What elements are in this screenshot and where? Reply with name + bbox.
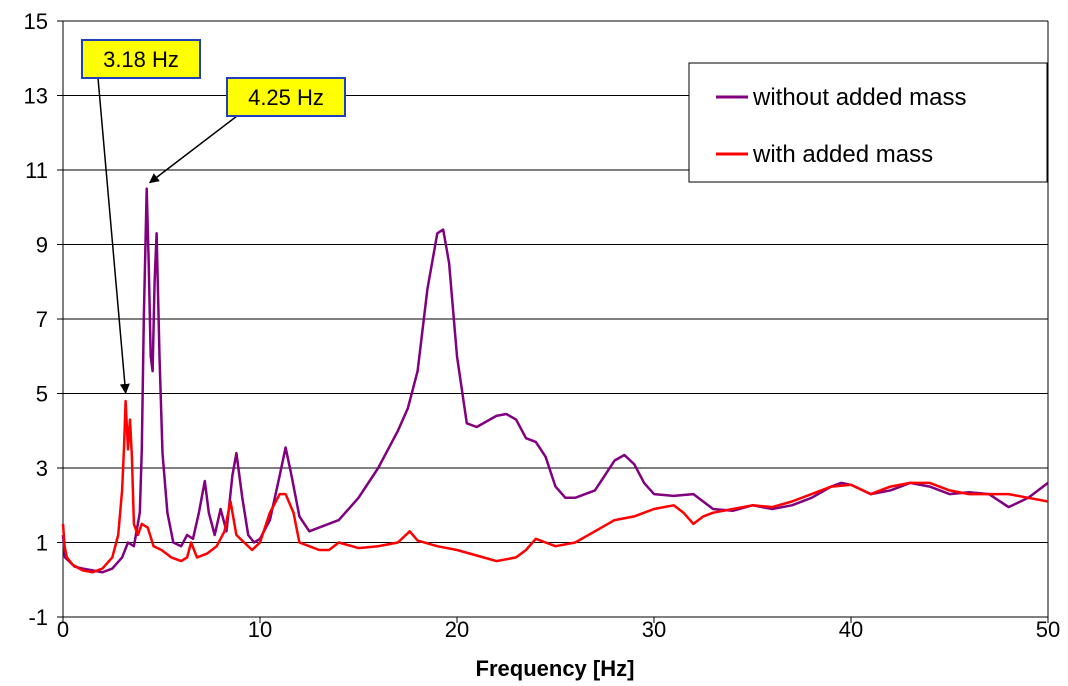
y-tick-label: 13 (24, 84, 48, 109)
x-tick-label: 20 (445, 617, 469, 642)
x-axis-label: Frequency [Hz] (476, 656, 635, 681)
x-tick-labels: 0 10 20 30 40 50 (57, 617, 1060, 642)
x-tick-label: 30 (642, 617, 666, 642)
y-tick-label: 1 (36, 531, 48, 556)
series-line-without-added-mass (61, 187, 1049, 574)
x-tick-label: 40 (839, 617, 863, 642)
annotation-label: 4.25 Hz (248, 85, 324, 110)
annotation-arrow (148, 115, 238, 184)
legend-label: without added mass (752, 84, 966, 111)
annotation-box (226, 77, 346, 117)
legend-box (688, 62, 1048, 183)
annotation-box (81, 39, 201, 79)
annotation-label: 3.18 Hz (103, 47, 179, 72)
series-lines (61, 187, 1049, 574)
y-tick-label: -1 (28, 605, 48, 630)
series-line-with-added-mass (61, 399, 1049, 574)
x-tick-label: 50 (1036, 617, 1060, 642)
x-tick-label: 0 (57, 617, 69, 642)
y-tick-label: 11 (25, 158, 48, 183)
legend: without added mass with added mass (688, 62, 1048, 183)
annotation-arrow (97, 77, 130, 394)
y-tick-label: 15 (24, 9, 48, 34)
legend-label: with added mass (752, 141, 933, 168)
y-tick-label: 7 (36, 307, 48, 332)
y-tick-label: 3 (36, 456, 48, 481)
annotations: 3.18 Hz 4.25 Hz (81, 39, 346, 394)
x-tick-label: 10 (248, 617, 272, 642)
y-tick-label: 9 (36, 233, 48, 258)
y-tick-label: 5 (36, 382, 48, 407)
